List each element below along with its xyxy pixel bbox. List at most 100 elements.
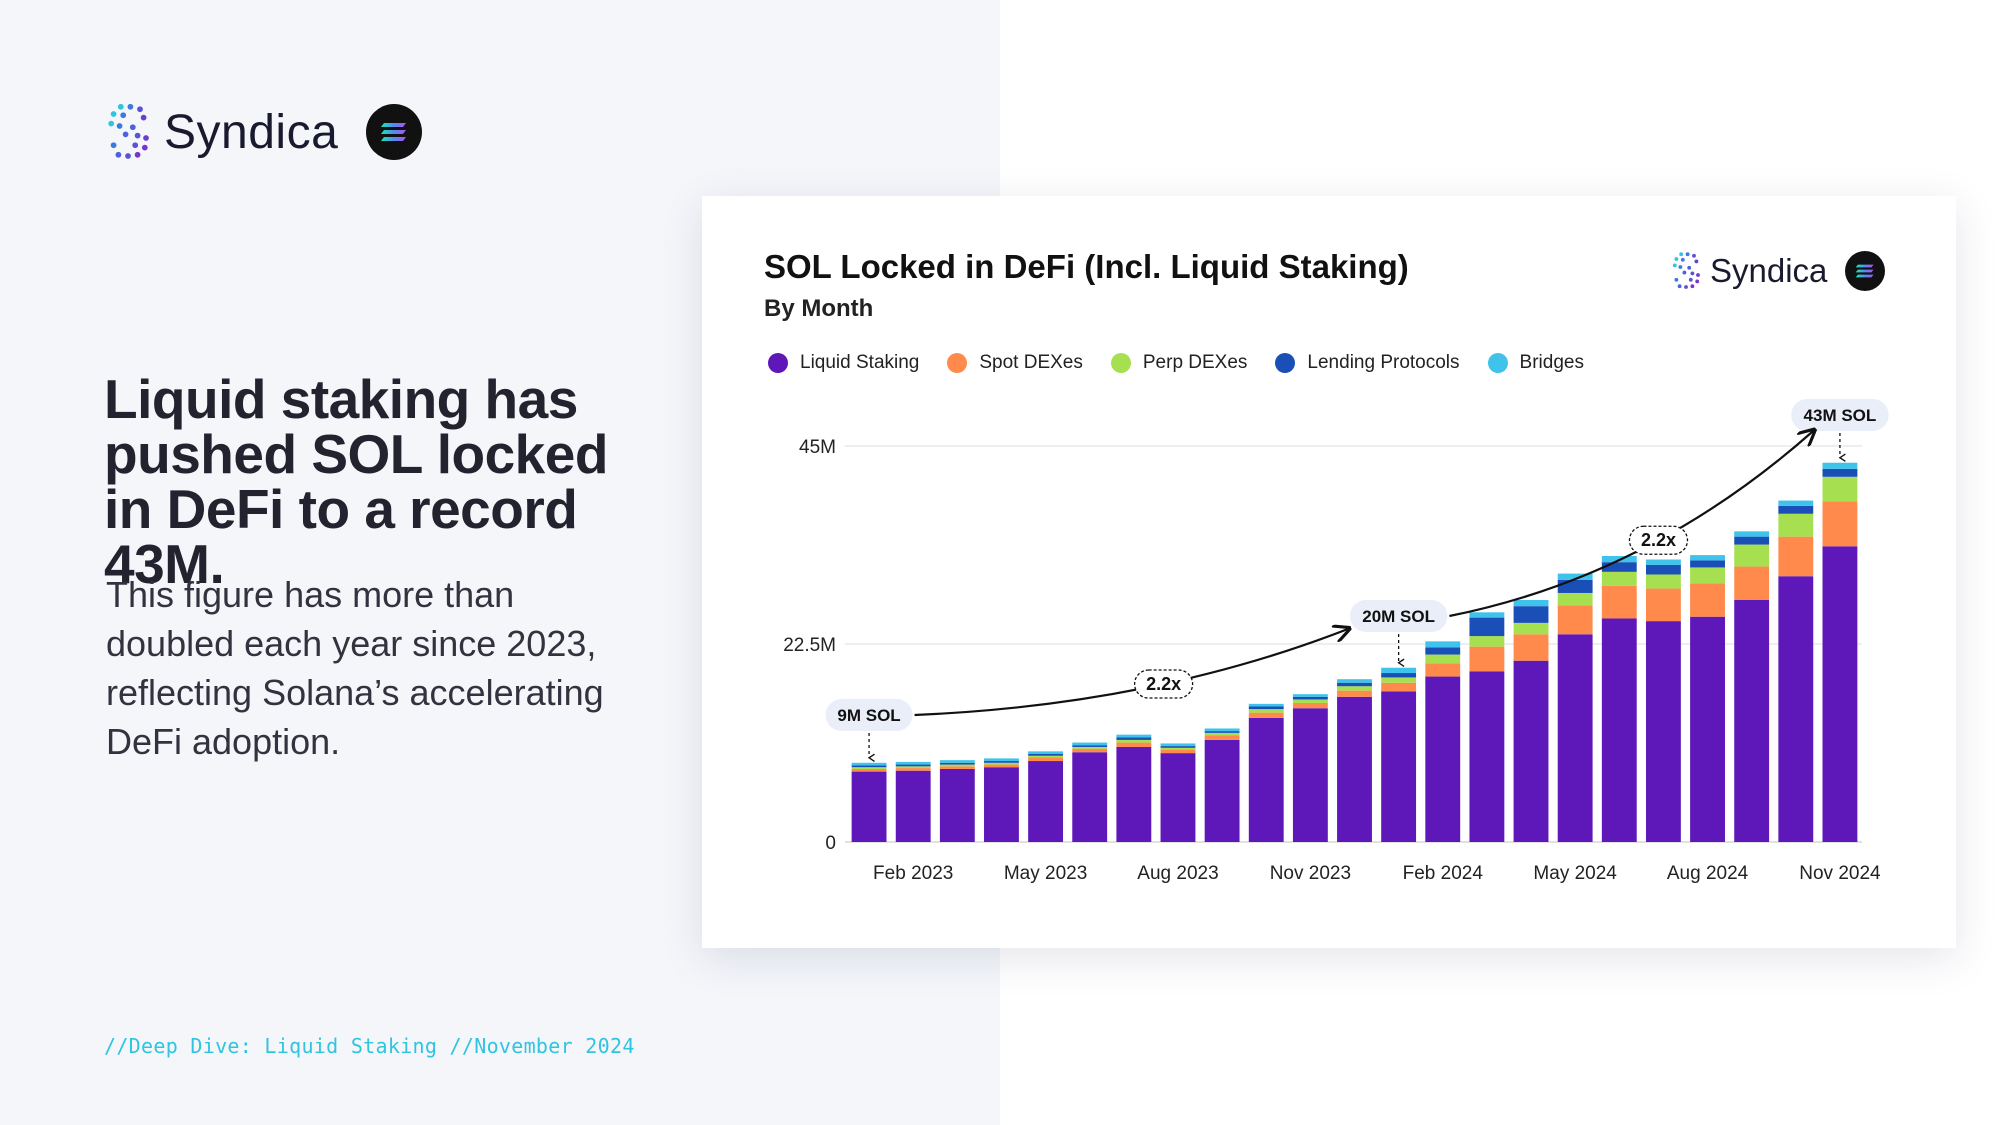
bar-segment xyxy=(1292,696,1328,700)
bar-segment xyxy=(1690,555,1725,561)
bar-segment xyxy=(1381,691,1417,842)
growth-arrow xyxy=(914,629,1348,717)
bar-segment xyxy=(1557,579,1593,593)
bar-segment xyxy=(1601,618,1637,842)
bar-segment xyxy=(1690,560,1725,568)
x-tick-label: Feb 2024 xyxy=(1403,863,1484,884)
card-brand: Syndica xyxy=(1670,250,1886,292)
bar-segment xyxy=(895,768,931,771)
bar-segment xyxy=(1028,757,1064,762)
bar-segment xyxy=(1645,621,1681,842)
bar-segment xyxy=(895,766,931,769)
bar-segment xyxy=(1381,673,1417,678)
bar-segment xyxy=(1028,751,1064,754)
bar-segment xyxy=(1160,746,1196,748)
bar-segment xyxy=(1337,682,1372,687)
legend-label: Lending Protocols xyxy=(1307,352,1460,373)
bar-segment xyxy=(1425,641,1461,648)
legend-item: Lending Protocols xyxy=(1275,352,1460,374)
solana-badge-icon xyxy=(366,104,423,160)
bar-segment xyxy=(939,768,975,842)
chart-subtitle: By Month xyxy=(764,295,874,322)
bar-segment xyxy=(1248,717,1284,842)
bar-segment xyxy=(984,762,1019,765)
y-tick-label: 45M xyxy=(799,437,836,458)
value-annotation-label: 9M SOL xyxy=(837,706,900,725)
bar-segment xyxy=(939,766,975,769)
bar-segment xyxy=(1116,737,1152,740)
legend-label: Perp DEXes xyxy=(1142,352,1248,373)
bar-segment xyxy=(1028,755,1064,758)
x-tick-label: Aug 2024 xyxy=(1667,863,1749,884)
bar-segment xyxy=(851,768,887,772)
value-annotation-pill xyxy=(825,699,913,731)
bar-segment xyxy=(1601,562,1637,572)
bar-segment xyxy=(984,758,1019,762)
bar-segment xyxy=(1381,667,1417,674)
bar-segment xyxy=(1469,636,1505,647)
bar-segment xyxy=(1116,742,1152,747)
bar-segment xyxy=(1557,605,1593,635)
bar-segment xyxy=(1292,694,1328,697)
brand-name: Syndica xyxy=(164,105,339,159)
bar-segment xyxy=(851,767,887,769)
y-tick-label: 22.5M xyxy=(783,635,836,656)
bar-segment xyxy=(1292,708,1328,842)
bar-segment xyxy=(1028,754,1064,756)
bar-segment xyxy=(1734,531,1770,537)
bar-segment xyxy=(1822,462,1858,469)
bar-segment xyxy=(1204,732,1240,736)
bar-segment xyxy=(1513,634,1549,661)
bar-segment xyxy=(1337,686,1372,691)
growth-label: 2.2x xyxy=(1641,530,1676,550)
value-annotation-label: 20M SOL xyxy=(1362,607,1435,626)
bar-segment xyxy=(939,760,975,763)
bar-segment xyxy=(895,770,931,842)
bar-segment xyxy=(984,764,1019,768)
bar-segment xyxy=(1425,663,1461,677)
bar-segment xyxy=(1690,583,1725,617)
card-brand-name: Syndica xyxy=(1710,252,1828,289)
x-tick-label: May 2023 xyxy=(1004,863,1087,884)
bar-segment xyxy=(1734,536,1770,545)
legend-swatch xyxy=(1275,353,1296,373)
legend-swatch xyxy=(1110,353,1131,373)
legend-label: Liquid Staking xyxy=(800,352,920,373)
bar-segment xyxy=(1469,671,1505,842)
chart-title: SOL Locked in DeFi (Incl. Liquid Staking… xyxy=(764,248,1409,285)
bar-segment xyxy=(1469,646,1505,672)
bar-segment xyxy=(1337,690,1372,697)
bar-segment xyxy=(1292,699,1328,703)
bar-segment xyxy=(1734,566,1770,600)
bar-segment xyxy=(1248,709,1284,713)
bar-segment xyxy=(1116,746,1152,842)
bar-segment xyxy=(1116,734,1152,738)
bar-segment xyxy=(1778,536,1814,577)
legend-swatch xyxy=(947,353,968,373)
legend-item: Perp DEXes xyxy=(1110,352,1248,374)
growth-pill xyxy=(1628,525,1689,555)
x-tick-label: Aug 2023 xyxy=(1137,863,1218,884)
bar-segment xyxy=(851,771,887,842)
growth-pill xyxy=(1133,669,1194,699)
value-annotation-pill xyxy=(1791,399,1889,431)
chart-card: SOL Locked in DeFi (Incl. Liquid Staking… xyxy=(702,196,1956,948)
bar-segment xyxy=(1469,612,1505,618)
legend-swatch xyxy=(768,353,788,373)
bar-segment xyxy=(1072,742,1108,746)
bar-segment xyxy=(1381,677,1417,683)
legend-item: Liquid Staking xyxy=(768,352,919,374)
bar-segment xyxy=(1425,676,1461,842)
bar-segment xyxy=(1381,682,1417,692)
bar-segment xyxy=(984,761,1019,763)
bar-segment xyxy=(1645,559,1681,565)
growth-label: 2.2x xyxy=(1146,674,1181,694)
bar-segment xyxy=(1469,617,1505,637)
chart-legend: Liquid Staking Spot DEXes Perp DEXes Lendin… xyxy=(768,352,1612,374)
bar-segment xyxy=(1204,731,1240,733)
legend-label: Spot DEXes xyxy=(979,352,1083,373)
bar-segment xyxy=(1072,752,1108,842)
x-tick-label: May 2024 xyxy=(1533,863,1617,884)
bar-segment xyxy=(1248,703,1284,707)
bar-segment xyxy=(1337,696,1372,842)
